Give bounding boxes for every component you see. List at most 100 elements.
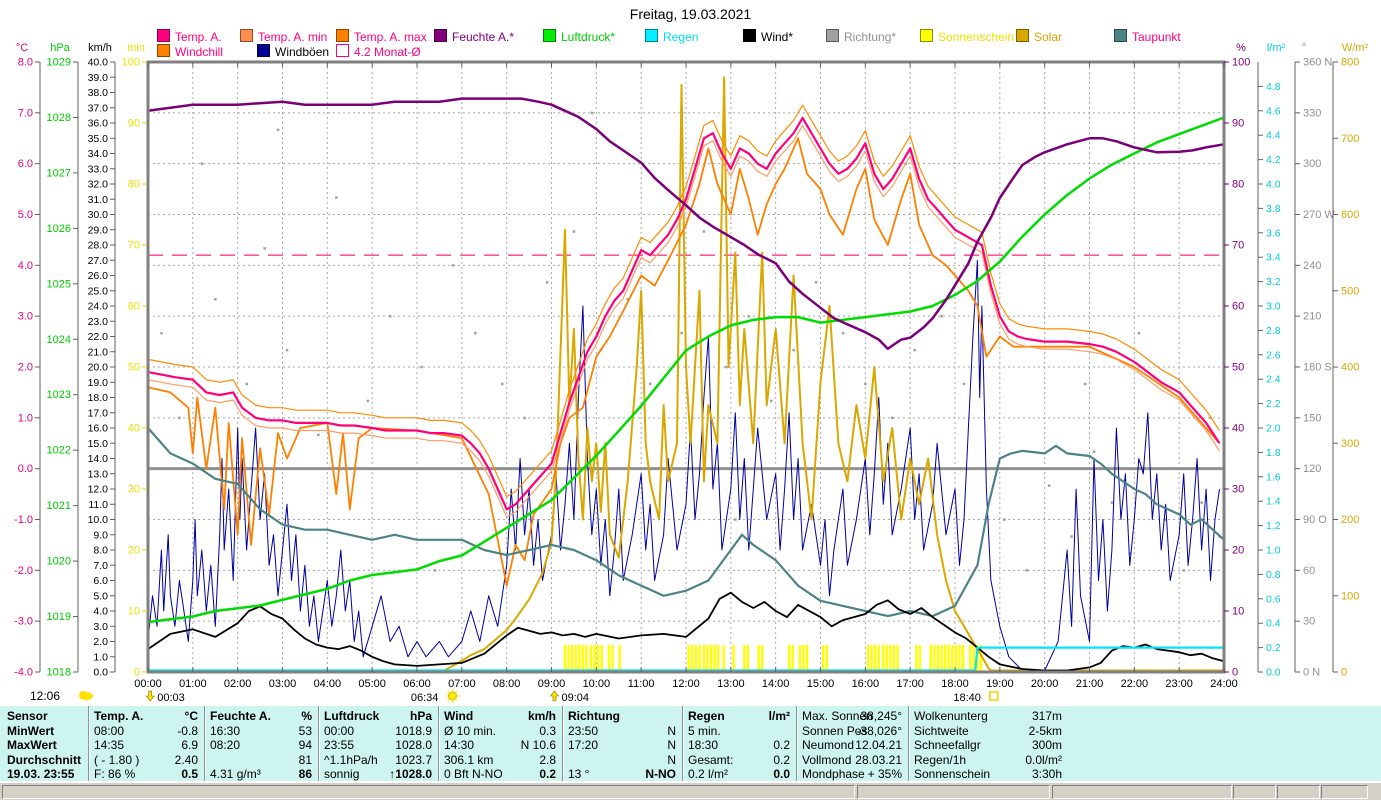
sunshine-bar <box>877 645 880 672</box>
table-cell-value: °C <box>184 709 198 723</box>
wind-direction-dot <box>1137 331 1141 335</box>
sunshine-bar <box>722 645 725 672</box>
legend-item-solar: Solar <box>1016 29 1062 44</box>
legend-swatch-wind <box>743 29 756 42</box>
axis-tick-label: 17.0 <box>88 407 109 419</box>
axis-tick-label: 7.0 <box>18 107 33 119</box>
legend-item-monat: 4.2 Monat-Ø <box>336 44 421 59</box>
series-temp-min <box>147 124 1221 518</box>
table-cell-label: 5 min. <box>688 723 721 738</box>
axis-tick-label: 0 <box>1341 667 1347 679</box>
axis-tick-label: 100 <box>122 57 140 69</box>
axis-tick-label: 1.8 <box>1266 447 1281 459</box>
table-cell-label: Vollmond <box>802 752 852 767</box>
table-column-row-labels: Sensor MinWert MaxWert Durchschnitt 19.03. 2… <box>2 706 86 781</box>
axis-tick-label: 1.0 <box>18 412 33 424</box>
wind-direction-dot <box>747 314 751 318</box>
sunshine-bar <box>929 645 932 672</box>
axis-tick-label: 70 <box>128 240 140 252</box>
table-cell-label: Mondphase <box>802 767 865 782</box>
legend-label: Wind* <box>761 30 794 44</box>
axis-tick-label: 150 <box>1303 412 1321 424</box>
x-axis-label: 08:00 <box>493 678 521 690</box>
axis-tick-label: 8.0 <box>18 57 33 69</box>
x-axis-label: 05:00 <box>358 678 386 690</box>
axis-unit-kmh: km/h <box>88 42 112 54</box>
table-cell-label: 08:20 <box>210 738 241 753</box>
table-cell-label: Richtung <box>568 709 620 723</box>
axis-tick-label: 8.0 <box>93 545 108 557</box>
table-cell-label: 16:30 <box>210 723 241 738</box>
x-axis-label: 21:00 <box>1076 678 1104 690</box>
x-axis-label: 07:00 <box>448 678 476 690</box>
wind-direction-dot <box>1110 501 1114 504</box>
legend-swatch-temp-a <box>157 29 170 42</box>
legend-label: Richtung* <box>844 30 897 44</box>
legend-label: Luftdruck* <box>561 30 616 44</box>
wind-direction-dot <box>572 230 576 233</box>
sunshine-bar <box>979 645 983 672</box>
wind-direction-dot <box>160 331 163 335</box>
legend-swatch-temp-a-max <box>336 29 349 42</box>
sunshine-bar <box>969 645 972 672</box>
axis-tick-label: 7.0 <box>93 560 108 572</box>
x-axis-label: 00:00 <box>134 678 162 690</box>
axis-tick-label: 20.0 <box>88 362 109 374</box>
sunshine-bar <box>600 645 603 672</box>
axis-tick-label: 80 <box>1232 179 1244 191</box>
status-pane-3 <box>1233 785 1276 799</box>
x-axis-label: 01:00 <box>179 678 207 690</box>
weather-chart-canvas[interactable]: -4.0 -3.0 -2.0 -1.0 0.0 1.0 2.0 3.0 4.0 5.0 6.0 7.0… <box>0 0 1381 706</box>
axis-tick-label: 500 <box>1341 285 1359 297</box>
table-column-3: Wind km/h Ø 10 min. 0.3 14:30 N 10.6 306.1 km 2… <box>438 706 563 781</box>
wind-direction-dot <box>590 111 594 115</box>
legend-swatch-solar <box>1016 29 1029 42</box>
table-column-4: Richtung 23:50 N 17:20 N N 13 ° N-NO <box>562 706 683 781</box>
x-axis-label: 24:00 <box>1210 678 1238 690</box>
axis-tick-label: 1021 <box>47 500 71 512</box>
table-cell-label: 14:30 <box>444 738 475 753</box>
axis-tick-label: 3.6 <box>1266 227 1281 239</box>
legend-item-taupunkt: Taupunkt <box>1114 29 1181 44</box>
sunshine-bar <box>691 645 694 672</box>
axis-tick-label: 1.0 <box>1266 545 1281 557</box>
series-windboeen <box>147 259 1220 671</box>
sunshine-bar <box>933 645 936 672</box>
axis-tick-label: 4.0 <box>93 606 108 618</box>
legend-item-temp-a-min: Temp. A. min <box>240 29 327 44</box>
legend-label: Sonnenschein <box>938 30 1015 44</box>
axis-tick-label: 300 <box>1303 158 1321 170</box>
sun-ray <box>455 699 458 702</box>
sunshine-bar <box>896 645 899 672</box>
sunshine-bar <box>757 645 760 672</box>
table-cell-label: Sonnenschein <box>914 767 991 782</box>
legend-label: Regen <box>663 30 699 44</box>
x-axis-label: 19:00 <box>986 678 1014 690</box>
legend-label: Windböen <box>275 45 330 59</box>
legend-swatch-temp-a-min <box>240 29 253 42</box>
legend-swatch-regen <box>645 29 658 42</box>
axis-tick-label: 60 <box>1303 565 1315 577</box>
astro-marker-label: 06:34 <box>411 692 439 704</box>
table-cell-label: Regen <box>688 709 725 723</box>
wind-direction-dot <box>962 382 966 386</box>
sun-ray <box>455 690 458 693</box>
axis-tick-label: 2.0 <box>18 362 33 374</box>
table-cell-label: ^1.1hPa/h <box>324 752 378 767</box>
axis-tick-label: 1.4 <box>1266 496 1281 508</box>
legend-label: Windchill <box>175 45 224 59</box>
wind-direction-dot <box>433 569 437 572</box>
wind-direction-dot <box>864 382 867 386</box>
axis-tick-label: 0.8 <box>1266 569 1281 581</box>
chart-title: Freitag, 19.03.2021 <box>629 6 752 22</box>
axis-tick-label: 240 <box>1303 260 1321 272</box>
axis-tick-label: 34.0 <box>88 148 109 160</box>
table-cell-value: 94 <box>298 738 312 753</box>
wind-direction-dot <box>702 230 706 233</box>
table-cell-label: 4.31 g/m³ <box>210 767 261 782</box>
axis-unit-degC: °C <box>16 42 28 54</box>
table-column-7: Wolkenunterg 317m Sichtweite 2-5km Schneefal… <box>908 706 1069 781</box>
axis-tick-label: 10.0 <box>88 514 109 526</box>
table-cell-value: 1018.9 <box>395 723 432 738</box>
table-cell-value: 0.5 <box>181 767 198 782</box>
